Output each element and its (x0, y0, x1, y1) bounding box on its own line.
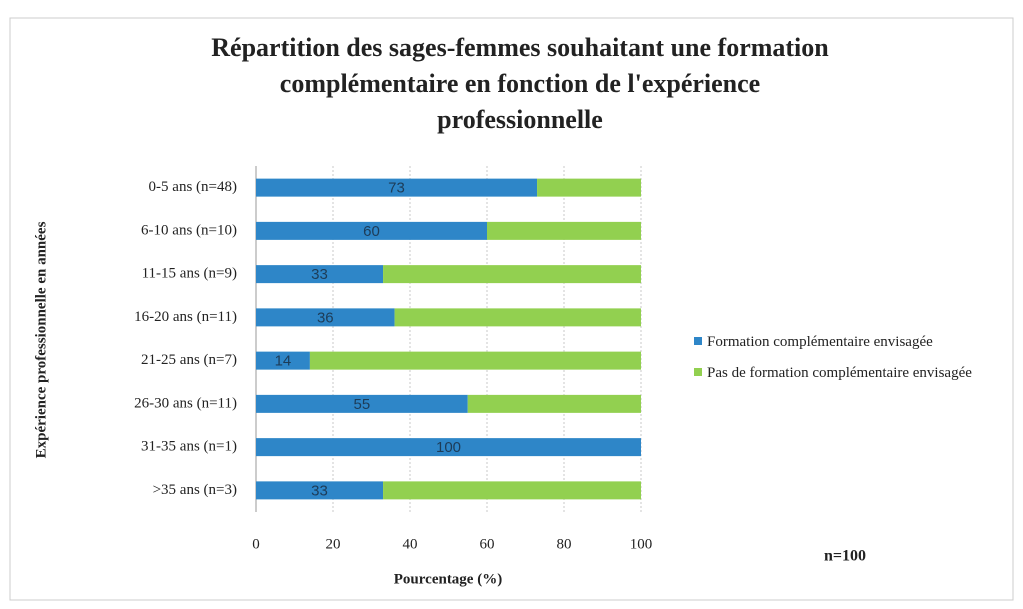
legend-item: Formation complémentaire envisagée (694, 332, 1014, 353)
legend-label: Formation complémentaire envisagée (707, 334, 933, 350)
x-tick-label: 100 (630, 536, 653, 552)
x-tick-label: 0 (252, 536, 260, 552)
bar-segment (537, 178, 641, 197)
data-label: 60 (363, 223, 380, 240)
y-tick-label: 6-10 ans (n=10) (141, 222, 237, 238)
data-label: 73 (388, 180, 405, 197)
bar-segment (256, 351, 310, 370)
legend-swatch (694, 368, 702, 376)
legend: Formation complémentaire envisagée Pas de… (694, 332, 1014, 394)
y-tick-label: 21-25 ans (n=7) (141, 352, 237, 368)
y-tick-label: 16-20 ans (n=11) (134, 309, 237, 325)
legend-label: Pas de formation complémentaire envisagé… (707, 365, 972, 381)
data-label: 55 (354, 396, 371, 413)
bar-segment (394, 308, 641, 327)
bar-segment (383, 481, 641, 500)
legend-item: Pas de formation complémentaire envisagé… (694, 363, 1014, 384)
bar-segment (487, 221, 641, 240)
data-label: 14 (275, 353, 292, 370)
x-tick-label: 80 (557, 536, 572, 552)
bar-segment (309, 351, 641, 370)
bar-segment (256, 438, 641, 457)
bar-segment (256, 221, 487, 240)
bar-segment (256, 178, 538, 197)
legend-swatch (694, 337, 702, 345)
x-tick-label: 20 (326, 536, 341, 552)
y-tick-label: 26-30 ans (n=11) (134, 395, 237, 411)
chart-title: Répartition des sages-femmes souhaitant … (211, 33, 829, 134)
annotation: n=100 (824, 548, 866, 565)
y-tick-label: 11-15 ans (n=9) (142, 266, 237, 282)
data-label: 33 (311, 482, 328, 499)
x-axis-label: Pourcentage (%) (394, 571, 502, 587)
bar-segment (383, 265, 641, 284)
data-label: 100 (436, 439, 461, 456)
y-tick-label: 0-5 ans (n=48) (149, 179, 237, 195)
chart-frame (9, 17, 1014, 601)
y-axis-label: Expérience professionnelle en années (33, 221, 49, 458)
y-tick-label: 31-35 ans (n=1) (141, 439, 237, 455)
bar-segment (256, 308, 395, 327)
bar-segment (256, 394, 468, 413)
data-label: 36 (317, 309, 334, 326)
bar-segment (256, 265, 384, 284)
y-tick-label: >35 ans (n=3) (153, 482, 237, 498)
bar-segment (467, 394, 641, 413)
data-label: 33 (311, 266, 328, 283)
x-tick-label: 40 (403, 536, 418, 552)
bar-segment (256, 481, 384, 500)
x-tick-label: 60 (480, 536, 495, 552)
